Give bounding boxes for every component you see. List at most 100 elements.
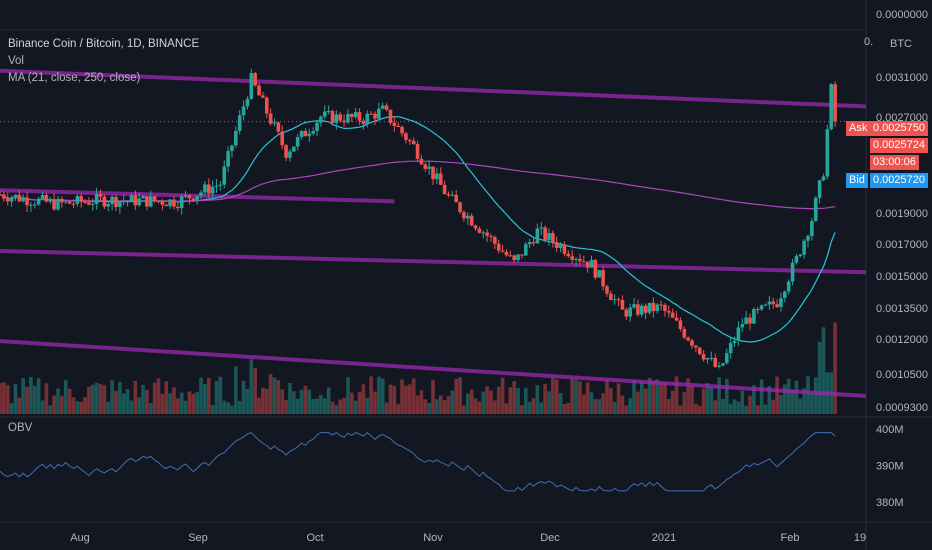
- bid-tag-value: 0.0025720: [870, 173, 928, 188]
- volume-bar: [790, 389, 795, 414]
- candle-body: [98, 194, 103, 197]
- candle-body: [578, 258, 582, 262]
- volume-bar: [384, 402, 389, 414]
- volume-bar: [431, 379, 435, 414]
- candle-body: [71, 203, 76, 205]
- volume-bar: [241, 380, 246, 414]
- volume-bar: [477, 401, 482, 414]
- volume-bar: [330, 401, 335, 414]
- candle-body: [222, 166, 227, 185]
- volume-bar: [581, 394, 586, 414]
- candle-body: [56, 199, 60, 210]
- volume-bar: [659, 381, 663, 414]
- price-tick-label: 0.0031000: [876, 72, 928, 84]
- candle-body: [554, 242, 559, 248]
- volume-bar: [334, 405, 339, 414]
- volume-bar: [129, 400, 134, 414]
- time-axis-label: 2021: [652, 532, 676, 544]
- volume-bar: [114, 390, 118, 414]
- candle-body: [377, 108, 381, 119]
- candle-body: [137, 198, 141, 206]
- candle-body: [504, 251, 509, 256]
- volume-bar: [210, 404, 215, 414]
- candle-body: [663, 304, 667, 311]
- candle-body: [67, 201, 72, 204]
- volume-bar: [454, 378, 458, 414]
- candle-body: [253, 73, 257, 86]
- volume-bar: [361, 384, 366, 414]
- volume-bar: [110, 380, 114, 414]
- candle-body: [817, 180, 822, 198]
- volume-bar: [527, 401, 532, 414]
- volume-bar: [284, 399, 288, 414]
- candle-body: [9, 197, 14, 202]
- candle-body: [779, 298, 783, 307]
- volume-bar: [674, 376, 679, 414]
- volume-bar: [500, 377, 505, 414]
- candle-body: [713, 357, 718, 367]
- candle-body: [725, 353, 729, 364]
- volume-bar: [206, 378, 211, 414]
- candle-body: [179, 196, 184, 209]
- candle-body: [0, 194, 2, 196]
- volume-bar: [408, 384, 412, 414]
- volume-bar: [9, 403, 14, 414]
- volume-bar: [493, 400, 497, 414]
- candle-body: [423, 164, 428, 169]
- candle-body: [311, 131, 315, 134]
- volume-bar: [32, 385, 37, 414]
- volume-bar: [214, 381, 219, 414]
- candle-body: [450, 194, 455, 196]
- volume-bar: [639, 381, 644, 414]
- candle-body: [145, 196, 149, 207]
- volume-bar: [759, 379, 764, 414]
- volume-bar: [744, 405, 748, 414]
- volume-bar: [125, 389, 130, 414]
- volume-bar: [156, 378, 161, 414]
- volume-bar: [647, 377, 652, 414]
- volume-bar: [264, 388, 269, 414]
- volume-bar: [775, 376, 779, 414]
- volume-bar: [705, 382, 710, 414]
- candle-body: [264, 97, 269, 114]
- volume-bar: [543, 383, 547, 414]
- candle-body: [651, 302, 656, 312]
- volume-bar: [446, 396, 451, 414]
- volume-bar: [427, 402, 431, 414]
- volume-bar: [56, 388, 60, 414]
- candle-body: [659, 304, 663, 306]
- candle-body: [763, 304, 768, 306]
- volume-bar: [442, 400, 447, 414]
- candle-body: [759, 305, 764, 310]
- candle-body: [261, 95, 265, 98]
- candle-body: [176, 206, 180, 209]
- volume-bar: [616, 383, 621, 414]
- price-tick-label: 0.0013500: [876, 303, 928, 315]
- volume-bar: [404, 385, 408, 414]
- candle-body: [825, 129, 830, 177]
- volume-bar: [106, 401, 111, 414]
- volume-bar: [292, 391, 296, 414]
- candle-body: [365, 113, 370, 124]
- currency-label[interactable]: BTC: [890, 38, 912, 50]
- candle-body: [295, 137, 300, 147]
- candle-body: [249, 73, 254, 99]
- volume-bar: [585, 382, 590, 414]
- candle-body: [767, 301, 772, 305]
- volume-bar: [299, 389, 304, 414]
- candle-body: [52, 199, 56, 210]
- volume-bar: [779, 394, 783, 414]
- volume-bar: [721, 398, 725, 414]
- candle-body: [203, 184, 207, 193]
- volume-bar: [13, 384, 18, 414]
- candle-body: [732, 340, 737, 344]
- candle-body: [276, 122, 281, 132]
- candle-body: [581, 261, 586, 263]
- volume-bar: [465, 393, 470, 414]
- candle-body: [168, 199, 172, 207]
- volume-bar: [137, 397, 141, 414]
- candle-body: [821, 176, 826, 181]
- volume-bar: [396, 404, 401, 414]
